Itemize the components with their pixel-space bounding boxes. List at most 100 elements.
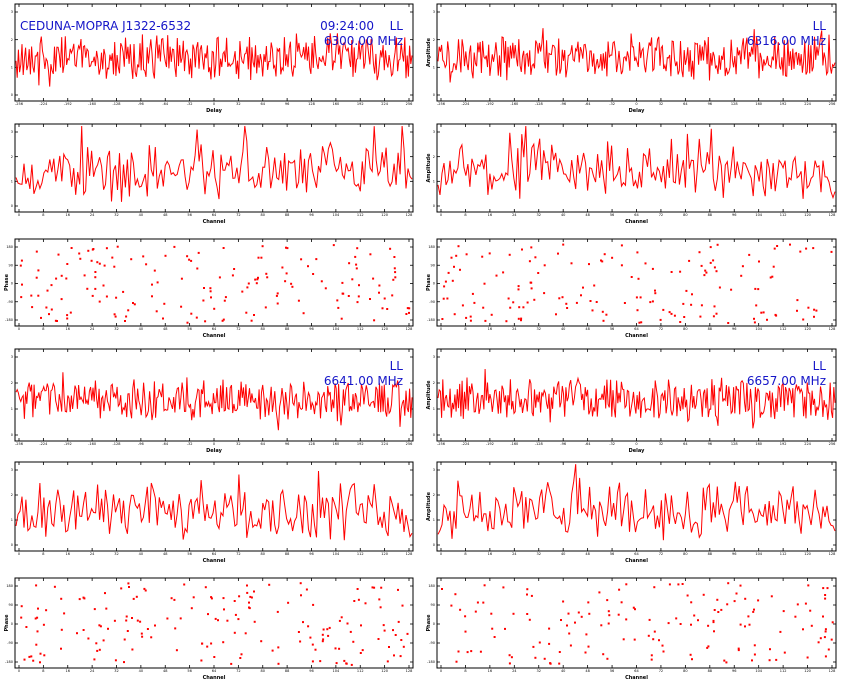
phase-point [707, 645, 710, 648]
phase-point [585, 633, 588, 636]
x-tick-label: 8 [464, 669, 466, 673]
x-tick-label: 56 [187, 213, 191, 217]
phase-point [328, 626, 331, 629]
y-tick-label: 0 [11, 93, 13, 97]
x-tick-label: 256 [829, 442, 836, 446]
phase-point [530, 281, 533, 284]
phase-point [123, 638, 126, 641]
phase-point [457, 245, 460, 248]
phase-point [490, 313, 493, 316]
phase-point [174, 627, 177, 630]
y-tick-label: 3 [433, 10, 435, 14]
phase-point [358, 284, 360, 287]
phase-point [469, 319, 472, 322]
y-tick-label: 2 [433, 381, 435, 385]
x-tick-label: 16 [66, 552, 70, 556]
phase-point [204, 586, 207, 589]
phase-point [822, 615, 824, 618]
phase-point [490, 612, 493, 615]
phase-point [441, 588, 443, 590]
phase-point [302, 312, 305, 315]
phase-point [607, 622, 610, 625]
y-tick-label: 0 [11, 433, 13, 437]
x-axis-label: Channel [625, 558, 648, 564]
phase-point [291, 285, 294, 288]
phase-point [311, 643, 314, 646]
phase-point [60, 647, 62, 650]
phase-point [20, 296, 23, 299]
phase-point [145, 263, 148, 266]
phase-point [93, 608, 96, 611]
phase-point [35, 276, 38, 279]
x-tick-label: -128 [113, 102, 121, 106]
x-tick-label: 128 [829, 327, 836, 331]
phase-point [748, 253, 751, 256]
phase-point [107, 627, 109, 630]
y-tick-label: 3 [11, 355, 13, 359]
phase-point [19, 264, 22, 267]
phase-point [632, 606, 635, 609]
x-tick-label: 256 [406, 102, 413, 106]
phase-point [173, 245, 176, 248]
x-tick-label: 112 [780, 213, 787, 217]
x-tick-label: -32 [187, 102, 193, 106]
block2-col1-pol: LL [390, 359, 404, 373]
x-tick-label: -32 [187, 442, 193, 446]
phase-point [312, 273, 315, 275]
phase-point [690, 303, 693, 306]
y-tick-label: -180 [5, 318, 13, 322]
phase-point [491, 627, 494, 630]
x-axis-label: Channel [203, 558, 226, 564]
x-tick-label: 120 [381, 213, 388, 217]
phase-point [78, 598, 81, 601]
phase-point [688, 259, 691, 262]
phase-point [144, 589, 147, 592]
phase-point [512, 301, 515, 304]
y-axis-label: Phase [426, 614, 432, 632]
phase-point [560, 619, 562, 621]
x-tick-label: 80 [261, 669, 265, 673]
phase-point [668, 583, 671, 586]
phase-point [650, 658, 653, 661]
phase-point [453, 313, 456, 316]
y-tick-label: 90 [9, 603, 13, 607]
x-tick-label: 48 [163, 327, 167, 331]
phase-point [739, 584, 742, 587]
phase-point [769, 276, 772, 279]
phase-point [566, 307, 569, 309]
phase-point [558, 662, 561, 665]
delay-trace [437, 28, 836, 83]
phase-point [23, 658, 26, 661]
phase-point [508, 654, 511, 657]
x-tick-label: 64 [634, 669, 639, 673]
x-tick-label: 128 [829, 213, 836, 217]
phase-point [715, 312, 718, 315]
phase-point [277, 646, 280, 649]
phase-point [42, 623, 45, 626]
phase-point [196, 267, 199, 270]
x-tick-label: 80 [261, 552, 265, 556]
x-tick-label: 192 [780, 442, 787, 446]
phase-point [266, 276, 269, 279]
phase-point [183, 583, 186, 586]
y-axis-label: Amplitude [426, 153, 432, 183]
phase-point [758, 260, 760, 263]
y-tick-label: 90 [9, 263, 13, 267]
phase-point [677, 583, 680, 586]
phase-point [115, 296, 118, 299]
phase-point [537, 272, 540, 274]
phase-point [726, 603, 729, 606]
x-tick-label: 24 [90, 327, 95, 331]
phase-point [224, 296, 227, 299]
phase-point [210, 597, 213, 600]
x-tick-label: 40 [139, 213, 143, 217]
phase-point [779, 630, 782, 633]
phase-point [699, 315, 702, 318]
phase-point [653, 630, 656, 633]
phase-point [574, 621, 576, 624]
phase-point [214, 617, 217, 620]
phase-point [704, 269, 707, 272]
phase-point [35, 250, 38, 253]
x-tick-label: 48 [163, 213, 167, 217]
phase-point [237, 618, 240, 621]
